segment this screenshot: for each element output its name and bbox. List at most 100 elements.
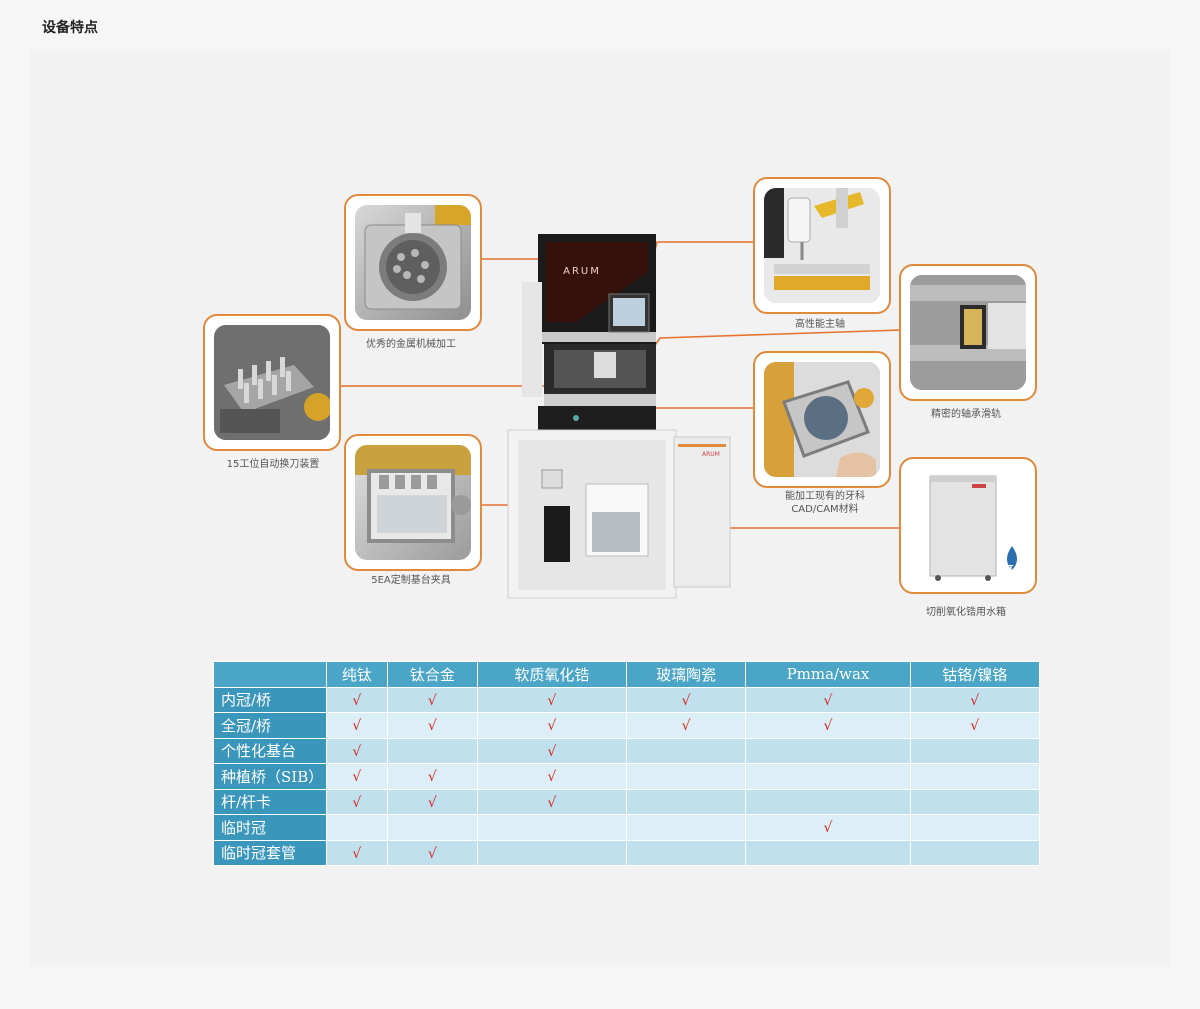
table-cell	[387, 738, 477, 764]
check-mark-icon: √	[352, 795, 361, 811]
row-label: 个性化基台	[214, 738, 327, 764]
table-cell	[626, 840, 746, 866]
callout-water-tank: WET	[899, 457, 1037, 594]
table-row: 内冠/桥 √ √ √ √ √ √	[214, 687, 1040, 713]
row-label: 种植桥（SIB）	[214, 764, 327, 790]
table-cell	[910, 738, 1039, 764]
column-header: 钴铬/镍铬	[910, 662, 1039, 688]
column-header: 玻璃陶瓷	[626, 662, 746, 688]
row-label: 杆/杆卡	[214, 789, 327, 815]
table-cell: √	[626, 713, 746, 739]
spindle-photo	[764, 188, 880, 303]
check-mark-icon: √	[352, 693, 361, 709]
table-cell: √	[746, 713, 910, 739]
header-corner	[214, 662, 327, 688]
metal-machining-photo	[355, 205, 471, 320]
check-mark-icon: √	[547, 693, 556, 709]
table-cell	[746, 789, 910, 815]
check-mark-icon: √	[428, 795, 437, 811]
check-mark-icon: √	[682, 718, 691, 734]
check-mark-icon: √	[352, 744, 361, 760]
machine-brand-logo: ARUM	[554, 266, 610, 277]
row-label: 临时冠套管	[214, 840, 327, 866]
table-cell: √	[910, 713, 1039, 739]
check-mark-icon: √	[428, 693, 437, 709]
table-cell: √	[327, 738, 388, 764]
material-compatibility-table: 纯钛 钛合金 软质氧化锆 玻璃陶瓷 Pmma/wax 钴铬/镍铬 内冠/桥 √ √ √…	[213, 661, 1040, 866]
table-row: 杆/杆卡 √ √ √	[214, 789, 1040, 815]
column-header: 软质氧化锆	[477, 662, 626, 688]
callout-spindle	[753, 177, 891, 314]
check-mark-icon: √	[824, 718, 833, 734]
milling-machine: ARUM ARUM	[506, 232, 732, 602]
table-cell: √	[387, 713, 477, 739]
table-cell: √	[910, 687, 1039, 713]
callout-bearing-rail	[899, 264, 1037, 401]
check-mark-icon: √	[547, 744, 556, 760]
table-cell	[387, 815, 477, 841]
table-cell	[746, 764, 910, 790]
caption-bearing-rail: 精密的轴承滑轨	[899, 408, 1033, 421]
tool-changer-photo	[214, 325, 330, 440]
check-mark-icon: √	[352, 718, 361, 734]
table-cell: √	[327, 687, 388, 713]
fixture-photo	[355, 445, 471, 560]
column-header: 钛合金	[387, 662, 477, 688]
table-cell	[477, 815, 626, 841]
caption-cadcam-material: 能加工现有的牙科 CAD/CAM材料	[753, 490, 897, 516]
table-cell	[910, 815, 1039, 841]
table-cell: √	[477, 764, 626, 790]
table-cell: √	[327, 840, 388, 866]
table-cell: √	[387, 687, 477, 713]
check-mark-icon: √	[824, 820, 833, 836]
column-header: 纯钛	[327, 662, 388, 688]
column-header: Pmma/wax	[746, 662, 910, 688]
wet-badge: WET	[996, 564, 1013, 572]
table-cell: √	[327, 789, 388, 815]
table-cell	[910, 840, 1039, 866]
check-mark-icon: √	[970, 693, 979, 709]
table-cell	[746, 840, 910, 866]
cadcam-material-photo	[764, 362, 880, 477]
check-mark-icon: √	[352, 769, 361, 785]
bearing-rail-photo	[910, 275, 1026, 390]
table-row: 个性化基台 √ √	[214, 738, 1040, 764]
equipment-diagram: ARUM ARUM 优秀的金属机械加工	[0, 0, 1200, 640]
water-tank-photo: WET	[910, 468, 1026, 583]
check-mark-icon: √	[428, 846, 437, 862]
table-header-row: 纯钛 钛合金 软质氧化锆 玻璃陶瓷 Pmma/wax 钴铬/镍铬	[214, 662, 1040, 688]
table-row: 临时冠 √	[214, 815, 1040, 841]
tank-brand-logo: ARUM	[702, 451, 720, 458]
table-cell: √	[477, 789, 626, 815]
check-mark-icon: √	[428, 718, 437, 734]
table-cell	[910, 789, 1039, 815]
callout-tool-changer	[203, 314, 341, 451]
table-cell: √	[626, 687, 746, 713]
table-cell: √	[477, 687, 626, 713]
table-cell: √	[746, 687, 910, 713]
caption-water-tank: 切削氧化锆用水箱	[899, 606, 1033, 619]
table-cell: √	[327, 713, 388, 739]
table-row: 全冠/桥 √ √ √ √ √ √	[214, 713, 1040, 739]
table-cell: √	[327, 764, 388, 790]
table-cell	[477, 840, 626, 866]
check-mark-icon: √	[547, 795, 556, 811]
callout-cadcam-material	[753, 351, 891, 488]
callout-fixture	[344, 434, 482, 571]
table-row: 临时冠套管 √ √	[214, 840, 1040, 866]
table-cell	[626, 789, 746, 815]
check-mark-icon: √	[547, 769, 556, 785]
check-mark-icon: √	[547, 718, 556, 734]
table-cell: √	[387, 840, 477, 866]
table-cell: √	[477, 713, 626, 739]
caption-metal-machining: 优秀的金属机械加工	[344, 338, 478, 351]
row-label: 内冠/桥	[214, 687, 327, 713]
row-label: 全冠/桥	[214, 713, 327, 739]
caption-fixture: 5EA定制基台夹具	[344, 574, 478, 587]
table-cell	[910, 764, 1039, 790]
check-mark-icon: √	[352, 846, 361, 862]
row-label: 临时冠	[214, 815, 327, 841]
callout-metal-machining	[344, 194, 482, 331]
table-cell: √	[387, 764, 477, 790]
table-cell: √	[746, 815, 910, 841]
